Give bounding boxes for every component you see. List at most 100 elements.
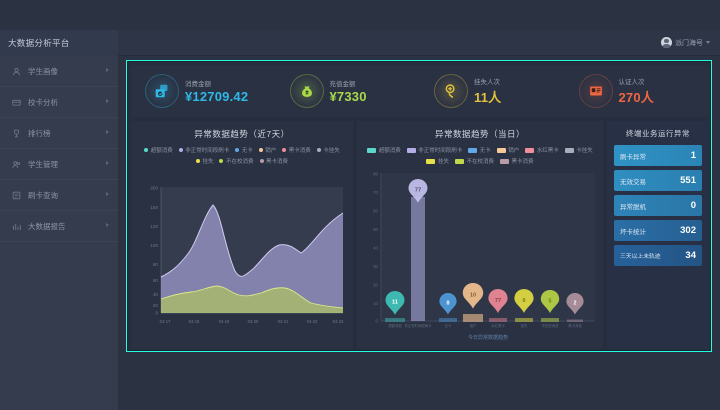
panel-trend-today: 异常数据趋势（当日） 超额消费 非正常时间段刷卡 无卡 销户 水红黑卡 卡挂失 … [357, 121, 603, 349]
legend-trend-7days: 超额消费 非正常时间段刷卡 无卡 销户 黑卡消费 卡挂失 挂失 不在校消费 黑卡… [131, 140, 353, 165]
marker-nonstandard-swipe[interactable]: 77 [408, 179, 428, 203]
legend-item[interactable]: 黑卡消费 [259, 157, 288, 165]
legend-item[interactable]: 销户 [496, 146, 519, 154]
y-tick: 70 [373, 190, 378, 195]
kpi-label: 认证人次 [618, 79, 645, 86]
kpi-label: 消费金额 [185, 81, 211, 88]
sidebar-item-card-analysis[interactable]: 校卡分析 [0, 87, 118, 118]
app-title: 大数据分析平台 [8, 37, 70, 48]
terminal-row-no-trace-3days[interactable]: 三天以上未轨迹 34 [614, 245, 702, 266]
legend-item[interactable]: 超额消费 [367, 146, 401, 154]
legend-item[interactable]: 卡挂失 [564, 146, 593, 154]
x-axis-title: 今日异常数据趋势 [468, 334, 508, 341]
legend-item[interactable]: 销户 [258, 146, 277, 154]
account-menu[interactable]: 派门海号 [661, 37, 720, 48]
x-tick: 04-18 [189, 319, 200, 324]
panel-trend-7days: 异常数据趋势（近7天） 超额消费 非正常时间段刷卡 无卡 销户 黑卡消费 卡挂失… [131, 121, 353, 349]
area-chart-svg: 200 150 120 100 80 60 40 20 0 [150, 186, 344, 325]
money-bag-icon [298, 82, 316, 100]
legend-label: 超额消费 [378, 148, 401, 154]
panel-title: 终端业务运行异常 [626, 129, 690, 138]
legend-item[interactable]: 黑卡消费 [500, 157, 534, 165]
app-brand: 大数据分析平台 [0, 29, 118, 56]
kpi-icon-halo [289, 74, 324, 108]
dashboard-stage: 消费金额 ¥12709.42 充值金额 ¥7330 [126, 60, 712, 352]
account-name: 派门海号 [675, 39, 703, 47]
legend-item[interactable]: 非正常时间段刷卡 [406, 146, 462, 154]
bar-base-blackconsume [567, 319, 583, 322]
legend-swatch [406, 147, 416, 153]
chevron-right-icon [106, 223, 109, 227]
marker-blackcard[interactable]: 77 [488, 289, 508, 313]
bar-base-excess [385, 318, 405, 322]
kpi-authentication: 认证人次 270人 [565, 74, 710, 108]
sidebar-item-student-manage[interactable]: 学生管理 [0, 149, 118, 180]
sidebar-item-student-portrait[interactable]: 学生画像 [0, 56, 118, 87]
legend-item[interactable]: 非正常时间段刷卡 [178, 146, 229, 154]
terminal-row-abnormal-offline[interactable]: 异常脱机 0 [614, 195, 702, 216]
terminal-row-invalid-transaction[interactable]: 无效交易 551 [614, 170, 702, 191]
marker-blackcard-consume[interactable]: 2 [566, 293, 584, 315]
y-tick: 0 [376, 319, 379, 324]
legend-label: 黑卡消费 [511, 159, 534, 165]
marker-value: 8 [447, 301, 450, 307]
sidebar-item-label: 排行榜 [28, 128, 51, 138]
panel-title: 异常数据趋势（近7天） [194, 129, 290, 139]
legend-swatch [235, 148, 240, 152]
sidebar-item-leaderboard[interactable]: 排行榜 [0, 118, 118, 149]
legend-item[interactable]: 水红黑卡 [525, 146, 559, 154]
panel-terminal-anomalies: 终端业务运行异常 刷卡异常 1 无效交易 551 异常脱机 0 [607, 121, 709, 349]
x-tick: 04-23 [333, 319, 344, 324]
legend-label: 无卡 [479, 148, 491, 154]
legend-swatch [195, 159, 200, 163]
chevron-right-icon [106, 68, 109, 72]
marker-closed-account[interactable]: 10 [462, 283, 484, 309]
panels-row: 异常数据趋势（近7天） 超额消费 非正常时间段刷卡 无卡 销户 黑卡消费 卡挂失… [131, 121, 709, 349]
marker-offcampus[interactable]: 5 [540, 290, 560, 313]
y-tick: 150 [150, 205, 158, 210]
chevron-right-icon [106, 99, 109, 103]
y-tick: 60 [153, 278, 159, 283]
area-chart-7days: 200 150 120 100 80 60 40 20 0 [135, 183, 349, 343]
sidebar-item-label: 大数据报告 [28, 221, 66, 231]
legend-swatch [282, 148, 287, 152]
students-manage-icon [12, 160, 21, 169]
row-label: 刷卡异常 [620, 153, 646, 161]
legend-item[interactable]: 无卡 [235, 146, 253, 154]
sidebar-item-bigdata-report[interactable]: 大数据报告 [0, 211, 118, 242]
x-tick-labels: 04-17 04-18 04-19 04-20 04-21 04-22 04-2… [160, 319, 344, 324]
bar-base-lost [515, 318, 533, 322]
legend-item[interactable]: 不在校消费 [454, 157, 494, 165]
legend-swatch [259, 159, 264, 163]
legend-item[interactable]: 不在校消费 [219, 157, 254, 165]
id-card-icon [587, 82, 605, 100]
row-value: 551 [680, 175, 696, 186]
legend-label: 卡挂失 [576, 148, 593, 154]
legend-item[interactable]: 挂失 [426, 157, 449, 165]
marker-nocard[interactable]: 8 [439, 293, 457, 315]
legend-item[interactable]: 挂失 [195, 157, 214, 165]
x-tick: 04-21 [278, 319, 289, 324]
legend-item[interactable]: 无卡 [468, 146, 491, 154]
legend-item[interactable]: 卡挂失 [316, 146, 340, 154]
marker-lost[interactable]: 6 [514, 289, 534, 313]
marker-excess[interactable]: 11 [385, 291, 405, 315]
marker-value: 11 [392, 300, 398, 306]
legend-label: 挂失 [202, 159, 214, 165]
legend-label: 销户 [265, 148, 277, 154]
sidebar-item-label: 刷卡查询 [28, 190, 58, 200]
legend-label: 水红黑卡 [536, 148, 559, 154]
terminal-row-bad-card-stats[interactable]: 坏卡统计 302 [614, 220, 702, 241]
x-tick: 超额消费 [388, 323, 402, 328]
legend-label: 挂失 [437, 159, 449, 165]
terminal-row-card-anomaly[interactable]: 刷卡异常 1 [614, 145, 702, 166]
x-tick: 销户 [470, 323, 477, 328]
x-tick: 无卡 [445, 323, 452, 328]
legend-swatch [219, 159, 224, 163]
kpi-label: 充值金额 [329, 81, 356, 88]
sidebar-item-card-query[interactable]: 刷卡查询 [0, 180, 118, 211]
y-tick: 80 [373, 172, 378, 177]
legend-item[interactable]: 超额消费 [144, 146, 173, 154]
sidebar-item-label: 校卡分析 [28, 97, 58, 107]
legend-item[interactable]: 黑卡消费 [282, 146, 311, 154]
